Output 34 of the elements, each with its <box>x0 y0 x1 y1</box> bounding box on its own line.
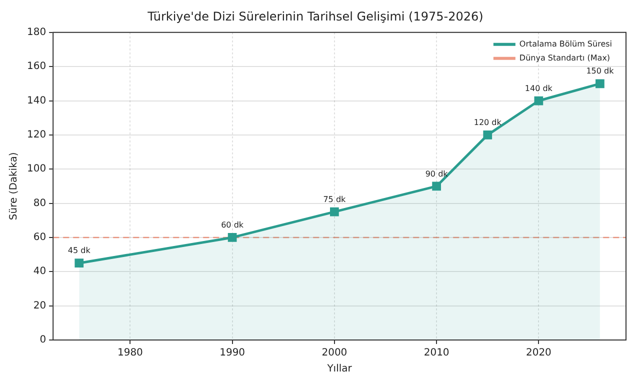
x-tick-label: 1990 <box>220 348 246 359</box>
data-label: 120 dk <box>474 118 502 128</box>
point <box>330 207 339 216</box>
data-label: 75 dk <box>323 194 346 204</box>
data-label: 60 dk <box>221 220 244 230</box>
y-axis-title: Süre (Dakika) <box>8 152 20 220</box>
data-label: 150 dk <box>586 66 614 76</box>
data-label: 45 dk <box>68 246 91 256</box>
legend-label: Dünya Standartı (Max) <box>519 53 610 62</box>
data-label: 140 dk <box>524 84 553 93</box>
y-tick-label: 100 <box>26 164 46 175</box>
y-tick-label: 180 <box>26 26 46 38</box>
y-tick-label: 40 <box>33 266 46 278</box>
x-axis-title: Yıllar <box>326 364 353 375</box>
point <box>228 233 237 242</box>
point <box>483 130 492 140</box>
legend-label: Ortalama Bölüm Süresi <box>519 39 612 48</box>
y-tick-label: 140 <box>26 95 46 106</box>
y-tick-label: 60 <box>33 232 46 244</box>
y-tick-label: 160 <box>26 61 46 72</box>
chart-title: Türkiye'de Dizi Sürelerinin Tarihsel Gelişimi (1975-2026) <box>146 9 484 24</box>
x-tick-label: 2010 <box>424 348 450 359</box>
x-tick-label: 1980 <box>117 348 143 359</box>
point <box>74 258 84 268</box>
y-tick-label: 20 <box>33 300 46 312</box>
point <box>432 182 441 191</box>
point <box>534 96 544 106</box>
y-tick-label: 0 <box>40 334 46 346</box>
data-label: 90 dk <box>425 169 448 178</box>
point <box>596 79 604 88</box>
y-tick-label: 80 <box>33 198 46 209</box>
x-tick-label: 2020 <box>526 348 552 359</box>
y-tick-label: 120 <box>26 130 46 141</box>
x-tick-label: 2000 <box>322 348 348 359</box>
